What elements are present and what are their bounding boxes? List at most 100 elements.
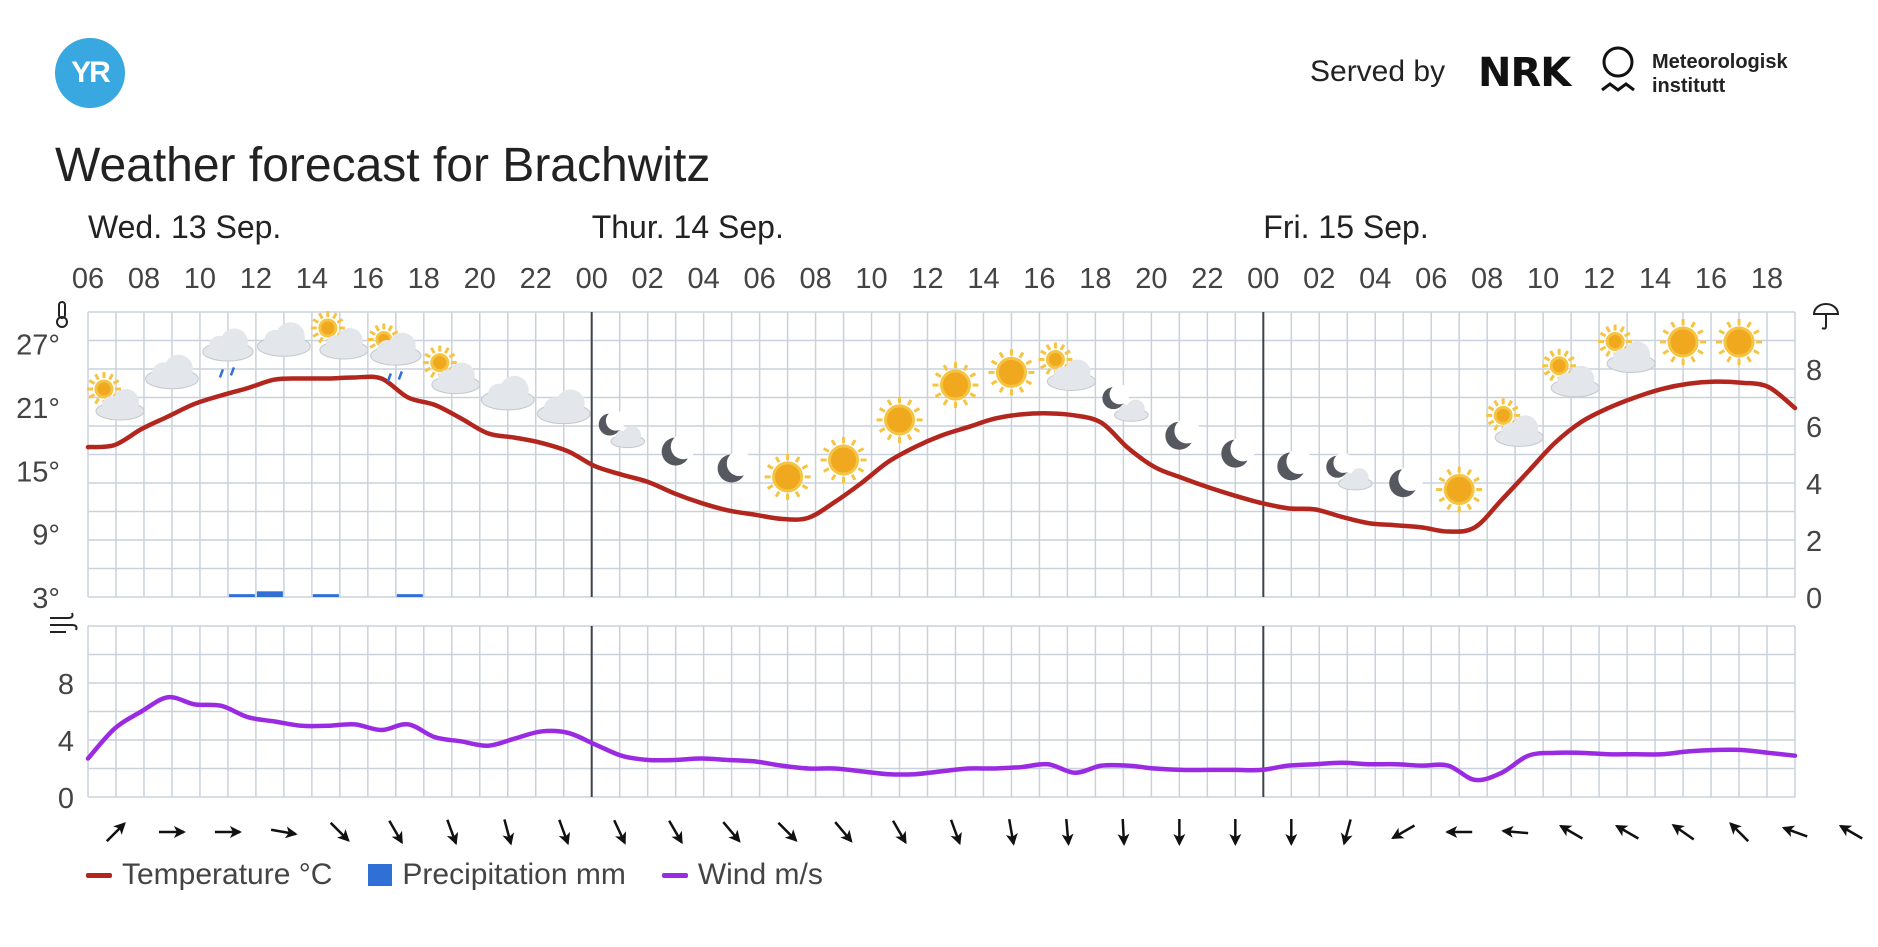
clear-day-icon [1660, 319, 1707, 365]
page-title: Weather forecast for Brachwitz [55, 139, 711, 192]
sun-ray [318, 312, 324, 320]
cloud-puff [1350, 468, 1369, 487]
cloudy-icon [480, 375, 535, 411]
time-tick-label: 12 [911, 263, 943, 295]
sun-ray [766, 484, 774, 490]
wind-arrow-icon [214, 826, 242, 838]
moon-shadow [670, 434, 696, 460]
clear-day-icon [932, 362, 979, 409]
wind-arrow-icon [834, 821, 853, 843]
sun-ray [962, 364, 969, 372]
wind-arrow-head [558, 831, 571, 846]
sun-ray [857, 467, 865, 473]
met-institute-logo[interactable]: Meteorologisk institutt [1652, 50, 1788, 98]
thermometer-icon-stem [58, 301, 66, 319]
cloud-puff [448, 362, 475, 389]
time-tick-label: 04 [1359, 263, 1391, 295]
sun-ray [1753, 329, 1760, 335]
time-tick-label: 16 [1023, 263, 1055, 295]
wind-arrow-head [1781, 825, 1796, 837]
light-rain-icon [202, 328, 254, 378]
time-tick-label: 08 [799, 263, 831, 295]
clear-night-icon [1277, 448, 1312, 481]
legend-swatch-precipitation [368, 864, 393, 886]
wind-arrow-icon [613, 819, 626, 845]
wind-arrow-head [728, 829, 741, 843]
sun-ray [969, 392, 977, 398]
time-tick-label: 06 [72, 263, 104, 295]
wind-arrow-icon [158, 826, 186, 838]
cloud-puff [276, 322, 305, 351]
wind-arrow-icon [668, 820, 683, 845]
cloud-puff [622, 425, 641, 445]
wind-arrow-icon [270, 826, 298, 839]
sun-ray [850, 473, 857, 481]
sun-ray [108, 373, 114, 381]
sun-ray [962, 399, 969, 406]
wind-arrow-head [391, 830, 403, 845]
sun-ray [1025, 379, 1033, 386]
time-tick-label: 06 [1415, 263, 1447, 295]
wind-arrow-head [950, 831, 962, 846]
clear-day-icon [876, 396, 923, 443]
sun-ray [801, 464, 809, 470]
sun-ray [1746, 321, 1752, 329]
sun-ray [886, 399, 893, 406]
nrk-logo[interactable]: NRK [1478, 50, 1571, 96]
sun-ray [822, 467, 830, 473]
time-tick-label: 10 [855, 263, 887, 295]
sun-ray [1507, 399, 1513, 407]
clear-night-icon [1389, 465, 1424, 498]
sun-ray [369, 343, 376, 349]
time-tick-label: 08 [128, 263, 160, 295]
time-tick-label: 14 [967, 263, 999, 295]
wind-arrow-head [1061, 833, 1074, 846]
sun-ray [1623, 331, 1631, 338]
cloud-puff [112, 389, 139, 415]
sun-ray [998, 386, 1005, 394]
clear-day-icon [1716, 319, 1763, 365]
cloudy-icon [536, 389, 591, 425]
sun-disc [318, 318, 338, 338]
cloud-puff [500, 375, 529, 405]
clear-day-icon [1436, 466, 1483, 513]
wind-arrow-head [1285, 834, 1298, 846]
wind-arrow-icon [1781, 825, 1808, 838]
time-tick-label: 18 [1079, 263, 1111, 295]
sun-ray [429, 371, 436, 379]
wind-arrow-head [446, 831, 459, 846]
sun-disc [995, 356, 1027, 388]
wind-arrow-icon [558, 819, 571, 846]
sun-ray [990, 359, 998, 366]
clear-day-icon [820, 437, 867, 483]
sun-ray [830, 439, 837, 447]
time-tick-label: 14 [296, 263, 328, 295]
time-tick-label: 20 [464, 263, 496, 295]
sun-disc [94, 379, 114, 399]
sun-ray [774, 490, 781, 498]
sun-ray [934, 392, 942, 398]
yr-logo[interactable]: YR [55, 38, 125, 108]
sun-ray [1697, 349, 1704, 355]
umbrella-icon-handle [1821, 314, 1827, 330]
wind-line [85, 694, 1798, 783]
time-tick-label: 14 [1639, 263, 1671, 295]
sun-ray [391, 330, 399, 336]
wind-arrow-icon [329, 821, 350, 842]
sun-ray [990, 379, 998, 386]
sun-ray [913, 427, 921, 433]
day-label: Thur. 14 Sep. [592, 209, 784, 245]
wind-arrow-icon [502, 819, 515, 846]
sun-ray [1690, 321, 1696, 329]
sun-ray [1753, 349, 1760, 355]
temp-tick-label: 27° [16, 330, 60, 362]
partly-cloudy-day-icon [1038, 342, 1096, 391]
wind-arrow-icon [949, 819, 962, 846]
sun-ray [942, 364, 949, 372]
precip-tick-label: 0 [1806, 583, 1822, 615]
sun-ray [312, 318, 320, 324]
wind-arrow-head [502, 832, 515, 846]
wind-arrow-head [1391, 827, 1405, 839]
wind-arrow-icon [1285, 819, 1298, 846]
